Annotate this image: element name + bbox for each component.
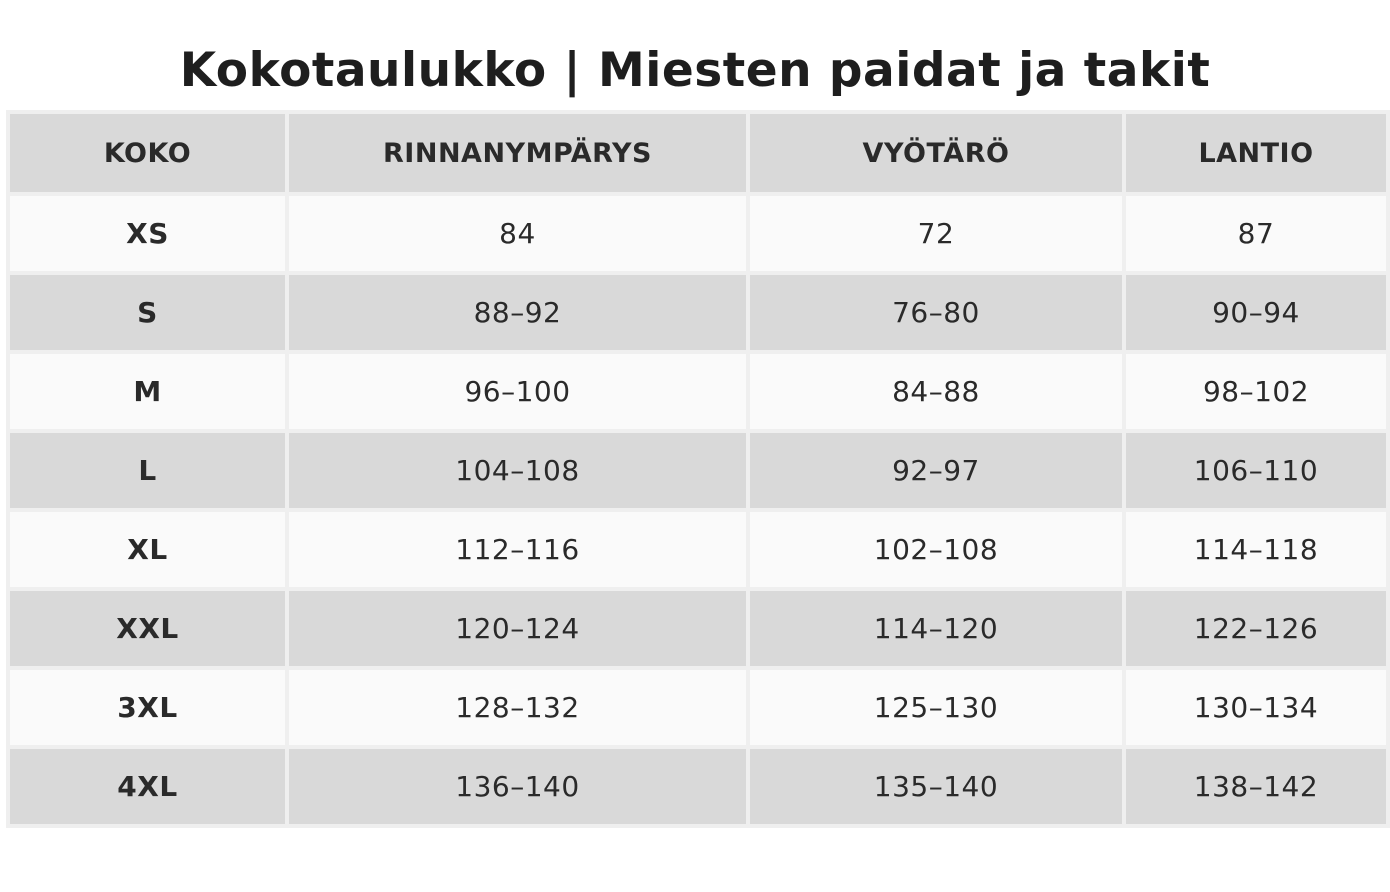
waist-cell: 92–97 bbox=[746, 429, 1126, 512]
size-chart-table: KOKO RINNANYMPÄRYS VYÖTÄRÖ LANTIO XS 84 … bbox=[6, 110, 1390, 828]
column-header-chest: RINNANYMPÄRYS bbox=[285, 110, 750, 196]
table-header: KOKO RINNANYMPÄRYS VYÖTÄRÖ LANTIO bbox=[6, 110, 1390, 196]
size-cell: XS bbox=[6, 192, 289, 275]
table-row: S 88–92 76–80 90–94 bbox=[6, 271, 1390, 354]
table-row: XXL 120–124 114–120 122–126 bbox=[6, 587, 1390, 670]
chest-cell: 96–100 bbox=[285, 350, 750, 433]
table-row: XL 112–116 102–108 114–118 bbox=[6, 508, 1390, 591]
hip-cell: 114–118 bbox=[1122, 508, 1390, 591]
chest-cell: 128–132 bbox=[285, 666, 750, 749]
hip-cell: 90–94 bbox=[1122, 271, 1390, 354]
waist-cell: 102–108 bbox=[746, 508, 1126, 591]
table-row: 4XL 136–140 135–140 138–142 bbox=[6, 745, 1390, 828]
size-cell: XXL bbox=[6, 587, 289, 670]
size-cell: XL bbox=[6, 508, 289, 591]
column-header-size: KOKO bbox=[6, 110, 289, 196]
header-row: KOKO RINNANYMPÄRYS VYÖTÄRÖ LANTIO bbox=[6, 110, 1390, 196]
table-row: L 104–108 92–97 106–110 bbox=[6, 429, 1390, 512]
table-row: XS 84 72 87 bbox=[6, 192, 1390, 275]
size-cell: M bbox=[6, 350, 289, 433]
chest-cell: 88–92 bbox=[285, 271, 750, 354]
column-header-hip: LANTIO bbox=[1122, 110, 1390, 196]
hip-cell: 87 bbox=[1122, 192, 1390, 275]
waist-cell: 125–130 bbox=[746, 666, 1126, 749]
chest-cell: 84 bbox=[285, 192, 750, 275]
page-title: Kokotaulukko | Miesten paidat ja takit bbox=[179, 43, 1211, 99]
waist-cell: 76–80 bbox=[746, 271, 1126, 354]
size-cell: L bbox=[6, 429, 289, 512]
chest-cell: 136–140 bbox=[285, 745, 750, 828]
hip-cell: 122–126 bbox=[1122, 587, 1390, 670]
size-cell: 3XL bbox=[6, 666, 289, 749]
table-row: 3XL 128–132 125–130 130–134 bbox=[6, 666, 1390, 749]
hip-cell: 138–142 bbox=[1122, 745, 1390, 828]
waist-cell: 72 bbox=[746, 192, 1126, 275]
hip-cell: 98–102 bbox=[1122, 350, 1390, 433]
chest-cell: 120–124 bbox=[285, 587, 750, 670]
chest-cell: 112–116 bbox=[285, 508, 750, 591]
size-cell: 4XL bbox=[6, 745, 289, 828]
table-body: XS 84 72 87 S 88–92 76–80 90–94 M 96–100… bbox=[6, 192, 1390, 828]
waist-cell: 84–88 bbox=[746, 350, 1126, 433]
chest-cell: 104–108 bbox=[285, 429, 750, 512]
table-row: M 96–100 84–88 98–102 bbox=[6, 350, 1390, 433]
waist-cell: 135–140 bbox=[746, 745, 1126, 828]
size-cell: S bbox=[6, 271, 289, 354]
waist-cell: 114–120 bbox=[746, 587, 1126, 670]
column-header-waist: VYÖTÄRÖ bbox=[746, 110, 1126, 196]
hip-cell: 106–110 bbox=[1122, 429, 1390, 512]
hip-cell: 130–134 bbox=[1122, 666, 1390, 749]
